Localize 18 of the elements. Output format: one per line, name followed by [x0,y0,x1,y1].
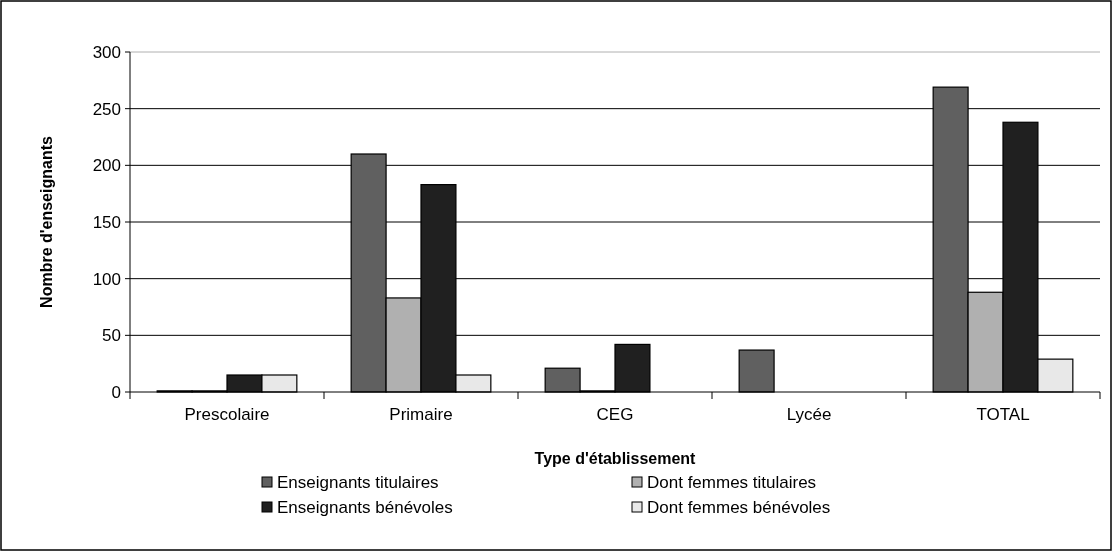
x-tick-label: TOTAL [976,405,1030,424]
x-tick-label: Lycée [786,405,832,424]
x-tick-label: CEG [596,405,634,424]
legend-label: Dont femmes bénévoles [647,498,831,517]
y-tick-label: 250 [92,99,121,119]
y-tick-label: 300 [92,42,121,62]
legend-label: Enseignants bénévoles [277,498,453,517]
legend-label: Dont femmes titulaires [647,473,817,492]
legend-label: Enseignants titulaires [277,473,439,492]
x-tick-label: Prescolaire [184,405,270,424]
y-axis-title: Nombre d'enseignants [38,135,55,308]
x-tick-label: Primaire [389,405,453,424]
y-tick-label: 50 [102,326,121,346]
y-tick-label: 100 [92,269,121,289]
y-tick-label: 200 [92,156,121,176]
y-tick-label: 0 [111,382,121,402]
y-tick-label: 150 [92,212,121,232]
x-axis-title: Type d'établissement [534,450,697,467]
